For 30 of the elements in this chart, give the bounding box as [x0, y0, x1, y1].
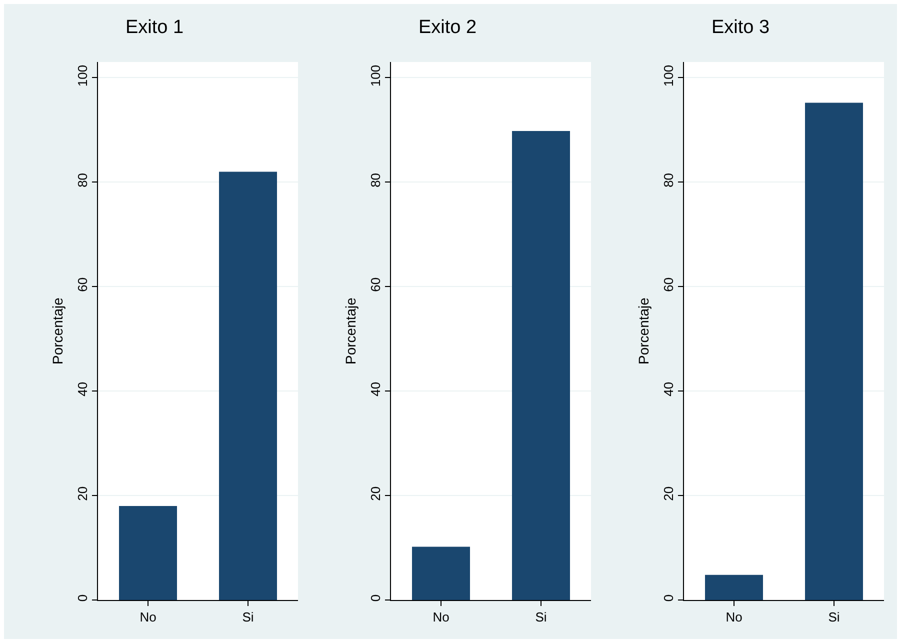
y-tick-label: 40 — [368, 382, 383, 396]
y-tick-label: 80 — [368, 172, 383, 188]
y-tick-label: 80 — [74, 172, 90, 188]
y-tick-label: 40 — [74, 382, 90, 396]
y-tick-label: 40 — [660, 382, 676, 396]
x-tick-label: No — [432, 610, 450, 625]
y-tick-label: 100 — [368, 64, 383, 87]
y-tick-label: 80 — [660, 172, 676, 188]
y-tick-label: 60 — [368, 277, 383, 292]
x-tick-label: Si — [828, 610, 840, 625]
chart-title: Exito 3 — [711, 17, 770, 38]
y-axis-title: Porcentaje — [635, 297, 652, 364]
y-tick-label: 20 — [660, 486, 676, 501]
chart-title: Exito 1 — [125, 17, 184, 38]
y-tick-label: 20 — [368, 486, 383, 501]
y-tick-label: 0 — [660, 594, 676, 602]
y-tick-label: 60 — [660, 277, 676, 292]
x-tick-label: Si — [242, 610, 254, 625]
x-tick-label: No — [140, 610, 156, 625]
y-axis-title: Porcentaje — [342, 297, 358, 364]
y-tick-label: 100 — [660, 64, 676, 87]
y-tick-label: 100 — [74, 64, 90, 87]
chart-title: Exito 2 — [418, 17, 477, 38]
x-tick-label: No — [726, 610, 742, 625]
y-tick-label: 60 — [74, 277, 90, 292]
y-tick-label: 0 — [74, 594, 90, 602]
y-axis-title: Porcentaje — [49, 297, 66, 364]
x-tick-label: Si — [535, 610, 547, 625]
y-tick-label: 20 — [74, 486, 90, 501]
y-tick-label: 0 — [368, 594, 383, 602]
